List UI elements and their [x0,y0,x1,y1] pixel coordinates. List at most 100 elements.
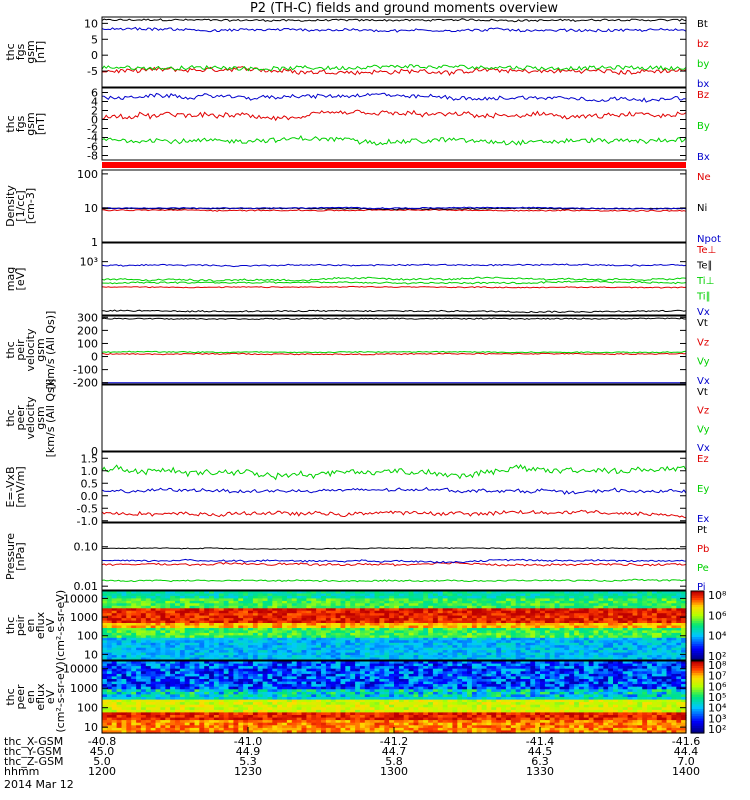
colorbar-label: 10⁷ [708,670,726,683]
peir_spec-frame [101,590,687,661]
colorbar-label: 10⁴ [708,630,727,643]
exb-series-0 [101,509,687,519]
pressure-series-1 [101,561,687,567]
x-tick-label: -41.6 [672,735,700,748]
colorbar-label: 10⁶ [708,680,727,693]
x-row-value: 5.3 [239,755,257,768]
y-tick-label: -2 [87,123,98,136]
x-row-value: 1230 [234,765,262,778]
y-tick-label: 10³ [80,256,98,269]
y-axis-label: fgs [14,115,27,132]
legend-entry: Vz [697,337,709,348]
y-axis-label: [km/s (All Qs)] [44,379,57,458]
y-tick-label: 0 [91,445,98,458]
y-tick-label: 1.0 [81,465,99,478]
y-tick-label: 0 [91,351,98,364]
y-axis-label: peer [14,684,27,710]
y-axis-label: peir [14,339,27,361]
colorbar-label: 10² [708,723,726,736]
y-axis-label: [cm-3] [24,188,37,224]
colorbar-label: 10² [708,650,726,663]
y-tick-label: 100 [77,337,98,350]
y-tick-label: 10000 [63,663,98,676]
colorbar-label: 10⁶ [708,609,727,622]
exb-series-1 [101,464,687,481]
y-axis-label: (cm²-s-sr-eV) [54,661,67,732]
panel-temp: 10³ mag[eV] Te⊥ Te∥ Ti⊥ Ti∥ Vx [4,242,716,318]
chart-title: P2 (TH-C) fields and ground moments over… [250,1,558,16]
y-axis-label: gsm [34,406,47,429]
y-tick-label: 4 [91,96,98,109]
y-axis-label: velocity [24,328,37,371]
y-axis-label: Density [4,185,17,227]
y-axis-label: Pressure [4,533,17,580]
y-tick-label: 0 [91,114,98,127]
y-tick-label: 10 [84,202,98,215]
y-tick-label: -1.0 [77,515,98,528]
legend-entry: Vx [697,376,710,387]
fgl-series-2 [101,92,687,103]
peer-frame [101,384,687,452]
y-axis-label: [1/cc] [14,190,27,221]
y-axis-label: [nT] [34,113,47,135]
y-tick-label: 100 [77,168,98,181]
pressure-frame [101,522,687,591]
y-axis-label: [nT] [34,41,47,63]
pressure-series-3 [101,558,687,564]
exb-series-2 [101,486,687,495]
legend-entry: By [697,121,710,132]
colorbar-label: 10⁸ [708,659,727,672]
peir-series-0 [101,317,686,321]
y-axis-label: E=-VxB [4,466,17,507]
legend-entry: Te⊥ [696,245,716,256]
temp-series-1 [102,309,687,314]
y-tick-label: 0.0 [81,490,99,503]
legend-entry: Ey [697,484,709,495]
legend-entry: bz [697,39,709,50]
panel-exb: 1.51.00.50.0-0.5-1.0 E=-VxB[mV/m] Ez Ey Ex [4,451,709,528]
legend-entry: Pb [697,544,709,555]
fgs-series-1 [101,66,687,77]
y-axis-label: gsm [24,40,37,63]
temp-series-3 [101,280,687,285]
y-tick-label: 300 [77,311,98,324]
y-axis-label: thc [4,409,17,426]
y-axis-label: eflux [34,611,47,639]
x-row-label: thc_Z-GSM [4,755,64,768]
x-axis-footer: -40.8 -41.0 -41.2 -41.4 -41.6 thc_X-GSMthc_Y-… [4,727,700,791]
temp-series-2 [101,276,687,282]
panel-density: 100 10 1 Density[1/cc][cm-3] Ne Ni Npot [4,168,721,249]
peir-frame [101,315,687,385]
x-tick-label: -40.8 [88,735,116,748]
density-frame [101,169,687,243]
legend-entry: Ti∥ [696,292,711,303]
y-tick-label: 6 [91,87,98,100]
panel-pressure: 0.10 0.01 Pressure[nPa] Pt Pb Pe Pi [4,522,709,593]
peir_spec-heatmap [102,591,687,661]
panels: 1050-5thcfgsgsm[nT]Btbzbybx6420-2-4-6-8t… [4,16,727,736]
y-tick-label: -4 [87,132,98,145]
y-tick-label: 0.5 [81,477,99,490]
y-axis-label: en [24,690,37,704]
y-tick-label: 1 [91,236,98,249]
y-axis-label: [mV/m] [14,466,27,507]
peir-series-1 [101,352,687,356]
density-series-0 [101,208,687,212]
legend-entry: Ez [697,454,709,465]
y-tick-label: 1.5 [81,452,99,465]
y-tick-label: 100 [77,702,98,715]
fgs-series-0 [101,18,687,23]
x-row-label: thc_X-GSM [4,735,63,748]
x-row-value: 1330 [526,765,554,778]
y-axis-label: peir [14,614,27,636]
y-axis-label: thc [4,341,17,358]
exb-frame [101,451,687,523]
colorbar-label: 10³ [708,712,726,725]
panel-peir_spec: 10⁸ 10⁶ 10⁴ 10² 10000 1000 100 10 thcpeireneflux… [4,589,727,663]
y-axis-label: fgs [14,43,27,60]
y-tick-label: 0 [91,49,98,62]
y-axis-label: gsm [24,112,37,135]
y-tick-label: 0.01 [74,580,99,593]
